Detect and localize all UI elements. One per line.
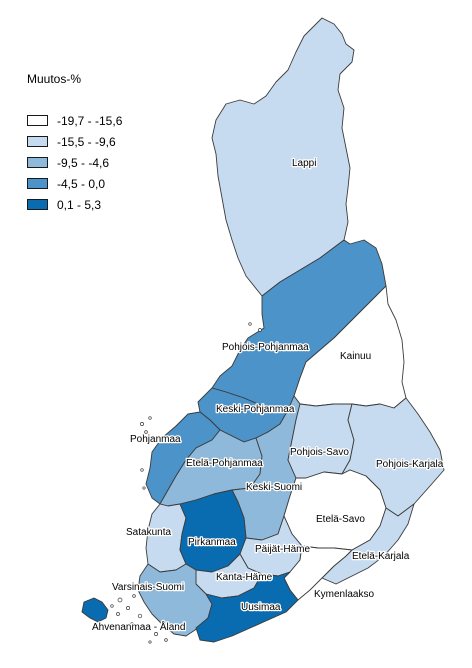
legend-item: -19,7 - -15,6 — [27, 110, 122, 131]
legend-title: Muutos-% — [27, 72, 82, 86]
legend-swatch — [27, 178, 48, 189]
legend-swatch — [27, 199, 48, 210]
region-label-kanta-hame: Kanta-Häme — [216, 572, 273, 583]
region-etela-karjala[interactable] — [321, 503, 415, 585]
legend-label: -15,5 - -9,6 — [57, 134, 116, 149]
region-label-paijat-hame: Päijät-Häme — [255, 544, 310, 555]
region-label-uusimaa: Uusimaa — [241, 602, 281, 613]
legend-label: -4,5 - 0,0 — [57, 176, 106, 191]
region-ahvenanmaa[interactable] — [81, 597, 109, 623]
archipelago-islets — [110, 322, 262, 644]
region-label-lappi: Lappi — [292, 158, 316, 169]
legend-item: -4,5 - 0,0 — [27, 173, 122, 194]
region-label-keski-pohjanmaa: Keski-Pohjanmaa — [216, 404, 295, 415]
region-label-keski-suomi: Keski-Suomi — [246, 482, 302, 493]
legend-item: -9,5 - -4,6 — [27, 152, 122, 173]
region-label-pohjanmaa: Pohjanmaa — [130, 434, 181, 445]
region-label-etela-karjala: Etelä-Karjala — [352, 551, 410, 562]
legend-label: -19,7 - -15,6 — [57, 113, 123, 128]
region-label-etela-savo: Etelä-Savo — [316, 514, 365, 525]
region-label-pohjois-savo: Pohjois-Savo — [290, 447, 349, 458]
region-satakunta[interactable] — [145, 503, 187, 573]
region-label-etela-pohjanmaa: Etelä-Pohjanmaa — [186, 458, 263, 469]
region-label-pohjois-pohjanmaa: Pohjois-Pohjanmaa — [222, 342, 309, 353]
legend-swatch — [27, 136, 48, 147]
legend: -19,7 - -15,6 -15,5 - -9,6 -9,5 - -4,6 -… — [27, 110, 122, 215]
region-pohjois-savo[interactable] — [287, 403, 355, 479]
region-label-kymenlaakso: Kymenlaakso — [314, 589, 374, 600]
legend-item: -15,5 - -9,6 — [27, 131, 122, 152]
legend-item: 0,1 - 5,3 — [27, 194, 122, 215]
region-label-kainuu: Kainuu — [340, 351, 371, 362]
region-label-pirkanmaa: Pirkanmaa — [188, 537, 236, 548]
region-label-ahvenanmaa: Ahvenanmaa - Åland — [92, 620, 185, 633]
legend-swatch — [27, 157, 48, 168]
legend-swatch — [27, 115, 48, 126]
region-uusimaa[interactable] — [195, 571, 299, 643]
region-label-satakunta: Satakunta — [126, 527, 171, 538]
region-label-varsinais-suomi: Varsinais-Suomi — [112, 582, 184, 593]
legend-label: 0,1 - 5,3 — [57, 197, 102, 212]
region-label-pohjois-karjala: Pohjois-Karjala — [376, 459, 444, 470]
legend-label: -9,5 - -4,6 — [57, 155, 110, 170]
